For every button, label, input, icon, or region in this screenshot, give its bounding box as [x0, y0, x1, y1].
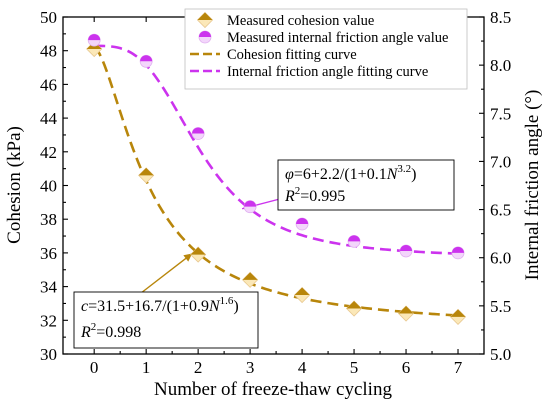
y-left-tick-label: 32 — [40, 311, 57, 330]
r2-line: R2=0.995 — [284, 185, 345, 205]
y-right-tick-label: 6.5 — [490, 201, 511, 220]
y-left-tick-label: 50 — [40, 8, 57, 27]
x-tick-label: 4 — [298, 358, 307, 377]
y-left-tick-label: 46 — [40, 75, 57, 94]
y-right-tick-label: 8.0 — [490, 56, 511, 75]
annotations-layer: φ=6+2.2/(1+0.1N3.2)R2=0.995c=31.5+16.7/(… — [73, 159, 455, 349]
legend-swatch-cohesion-point — [196, 11, 214, 29]
annotation-arrowhead — [183, 253, 193, 262]
eq-sup: 3.2 — [397, 163, 411, 175]
y-right-tick-label: 5.0 — [490, 345, 511, 364]
axis-titles-layer: Number of freeze-thaw cycling Cohesion (… — [4, 90, 543, 400]
legend-frame — [184, 8, 468, 90]
eq-r2_sup: 2 — [91, 321, 97, 333]
y-right-tick-label: 6.0 — [490, 249, 511, 268]
legend-label: Internal friction angle fitting curve — [227, 64, 428, 80]
eq-main: =31.5+16.7/(1+0.9 — [88, 298, 209, 315]
legend-label: Measured cohesion value — [227, 13, 374, 29]
eq-r2_sup: 2 — [295, 185, 301, 197]
eq-base: N — [386, 166, 399, 183]
x-tick-label: 6 — [402, 358, 411, 377]
y-right-tick-label: 8.5 — [490, 8, 511, 27]
friction-point — [451, 246, 465, 260]
phi-equation-box: φ=6+2.2/(1+0.1N3.2)R2=0.995 — [277, 159, 455, 211]
y-left-tick-label: 42 — [40, 143, 57, 162]
x-tick-label: 0 — [90, 358, 99, 377]
cohesion-point — [190, 246, 207, 263]
legend-label: Measured internal friction angle value — [227, 30, 448, 46]
y-left-tick-label: 48 — [40, 42, 57, 61]
friction-point — [87, 33, 101, 47]
eq-prefix: c — [81, 298, 88, 315]
friction-point — [243, 200, 257, 214]
equation-line: φ=6+2.2/(1+0.1N3.2) — [285, 163, 416, 183]
cohesion-point — [345, 300, 363, 317]
ticks-layer: 0 1 2 3 4 5 6 730323436384042444648505.05.56.06… — [40, 8, 511, 377]
eq-base: N — [208, 298, 221, 315]
cohesion-point — [242, 271, 259, 288]
cohesion-point — [449, 308, 467, 325]
friction-fit-curve — [94, 44, 459, 255]
friction-point — [191, 127, 205, 140]
legend-swatch-friction-point — [198, 30, 212, 44]
eq-r2_value: =0.995 — [300, 188, 345, 205]
data-points-layer — [86, 33, 467, 325]
x-tick-label: 1 — [142, 358, 151, 377]
cohesion-point — [397, 305, 415, 322]
eq-r2_prefix: R — [80, 324, 91, 341]
eq-main: =6+2.2/(1+0.1 — [294, 166, 387, 183]
c-equation-box: c=31.5+16.7/(1+0.9N1.6) R2=0.998 — [73, 291, 259, 349]
cohesion-point — [294, 286, 311, 304]
y-left-tick-label: 40 — [40, 177, 57, 196]
x-tick-label: 5 — [350, 358, 359, 377]
x-tick-label: 2 — [194, 358, 203, 377]
y-left-tick-label: 30 — [40, 345, 57, 364]
y-right-tick-label: 7.5 — [490, 104, 511, 123]
equation-line: c=31.5+16.7/(1+0.9N1.6) — [81, 295, 239, 315]
x-tick-label: 7 — [454, 358, 463, 377]
y-right-axis-title: Internal friction angle (°) — [522, 90, 543, 281]
x-axis-title: Number of freeze-thaw cycling — [154, 379, 392, 400]
friction-point — [295, 217, 309, 231]
y-left-tick-label: 36 — [40, 244, 57, 263]
legend-label: Cohesion fitting curve — [227, 47, 357, 63]
y-left-tick-label: 38 — [40, 210, 57, 229]
y-left-tick-label: 34 — [40, 278, 58, 297]
eq-prefix: φ — [285, 166, 294, 183]
x-tick-label: 3 — [246, 358, 255, 377]
friction-point — [399, 244, 413, 258]
eq-close: ) — [411, 166, 416, 183]
friction-point — [347, 234, 361, 248]
eq-close: ) — [233, 298, 238, 315]
eq-r2_prefix: R — [284, 188, 295, 205]
y-right-tick-label: 7.0 — [490, 152, 511, 171]
eq-r2_value: =0.998 — [96, 324, 141, 341]
cohesion-fit-curve — [93, 46, 459, 317]
friction-point — [139, 54, 153, 68]
eq-sup: 1.6 — [220, 295, 234, 307]
cohesion-point — [138, 167, 155, 184]
y-left-axis-title: Cohesion (kPa) — [4, 126, 25, 244]
r2-line: R2=0.998 — [80, 321, 141, 341]
y-left-tick-label: 44 — [40, 109, 58, 128]
fit-curves-layer — [93, 44, 459, 317]
y-right-tick-label: 5.5 — [490, 297, 511, 316]
